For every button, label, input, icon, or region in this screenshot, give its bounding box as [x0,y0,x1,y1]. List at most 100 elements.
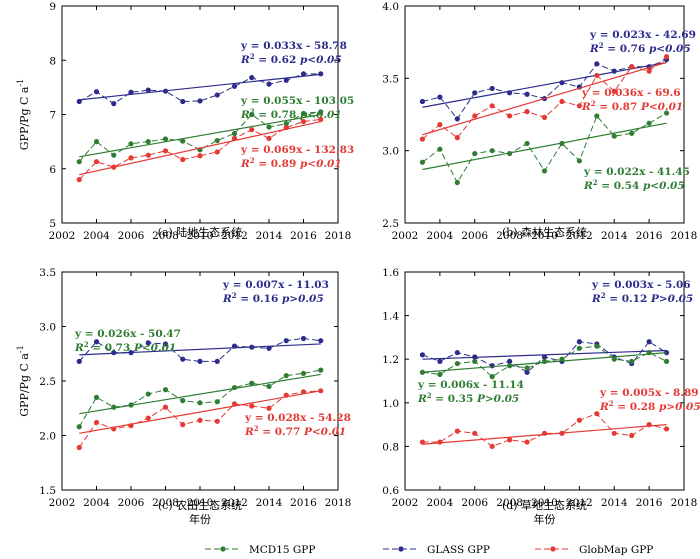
data-point [559,98,565,105]
data-point [507,437,513,443]
trend-equation: y = 0.023x - 42.69 [589,29,696,41]
data-point [197,417,203,423]
trend-line [422,61,667,136]
x-tick-label: 2006 [461,497,488,509]
y-tick-label: 2.5 [382,218,399,230]
trend-line [422,61,667,108]
x-tick-label: 2012 [221,230,248,242]
data-point [524,109,530,115]
chart-panel: 2002 2004 2006 2008 2010 2012 2014 2016 2018 1.5 2… [16,267,351,526]
r2-label: R [583,180,593,192]
data-point [128,423,134,429]
r2-exponent: 2 [232,291,237,300]
data-point [93,159,100,165]
data-point [93,139,100,145]
r2-label: R [589,43,599,55]
data-point [663,358,670,364]
trend-line [79,113,321,158]
r2-exponent: 2 [250,107,255,116]
data-point [489,103,495,109]
trend-line [79,120,321,176]
r2-exponent: 2 [609,399,614,408]
data-point [300,389,307,395]
trend-line [422,122,667,171]
trend-equation: y = 0.036x - 69.6 [581,87,681,99]
x-tick-label: 2004 [427,230,454,242]
data-point [266,383,272,390]
r2-label: R [599,401,609,413]
trend-equation: y = 0.028x - 54.28 [244,412,351,424]
data-point [419,369,426,375]
r2-label: R [244,426,254,438]
data-point [180,398,186,404]
y-tick-label: 6 [49,164,56,176]
data-point [454,350,460,356]
data-point [507,358,513,364]
data-point [300,71,307,77]
data-point [145,152,151,158]
r2-exponent: 2 [250,52,255,61]
y-tick-label: 3.5 [382,73,399,85]
data-point [437,439,443,445]
data-point [646,422,652,428]
p-value: P>0.05 [650,293,693,305]
data-point [489,148,495,154]
x-tick-label: 2002 [49,230,76,242]
p-value: p<0.01 [300,158,342,170]
trend-equation: y = 0.005x - 8.89 [599,387,699,399]
y-tick-label: 3.5 [39,267,56,279]
trend-stats: R2 = 0.62 p<0.05 [240,52,342,66]
data-point [524,140,530,147]
data-point [489,443,495,449]
data-point [611,68,617,74]
data-point [663,110,670,116]
x-tick-label: 2010 [531,230,558,242]
y-tick-label: 0.8 [382,441,399,453]
data-point [145,340,151,346]
data-point [180,356,186,362]
trend-equation: y = 0.003x - 5.06 [591,279,691,291]
y-tick-label: 2.5 [39,376,56,388]
data-point [318,116,324,122]
r2-value: = 0.78 [255,109,300,121]
data-point [231,401,238,407]
data-point [437,371,443,378]
data-point [93,89,100,95]
data-point [437,122,443,128]
data-point [611,356,617,362]
data-point [283,372,289,379]
r2-value: = 0.28 [614,401,659,413]
data-point [594,343,600,349]
data-point [214,137,220,144]
data-point [629,432,635,439]
data-point [111,404,117,410]
data-point [214,399,220,405]
data-point [128,141,134,147]
data-point [197,98,203,104]
data-point [472,90,478,96]
data-point [472,354,478,360]
data-point [454,428,460,434]
legend-label: GLASS GPP [427,544,490,556]
data-point [283,124,289,131]
data-point [249,127,255,133]
data-point [214,358,220,364]
legend: MCD15 GPP GLASS GPP GlobMap GPP [205,544,653,556]
data-point [646,350,652,356]
trend-line [79,73,321,101]
x-tick-label: 2016 [636,230,663,242]
trend-stats: R2 = 0.35 P>0.05 [417,391,519,405]
legend-swatch-marker [550,546,556,552]
data-point [318,367,324,373]
x-tick-label: 2018 [325,230,352,242]
r2-value: = 0.54 [598,180,643,192]
data-point [454,179,460,186]
data-point [646,120,652,126]
data-point [145,415,151,421]
r2-value: = 0.35 [432,393,477,405]
